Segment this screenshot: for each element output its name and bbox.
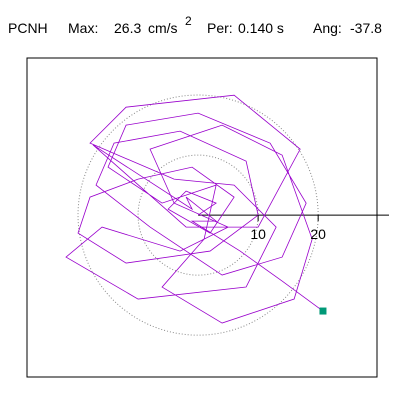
max-value: 26.3 [114,20,141,36]
end-marker [319,307,327,315]
per-value: 0.140 s [238,20,284,36]
ang-value: -37.8 [350,20,382,36]
max-label: Max: [68,20,98,36]
station: PCNH [8,20,48,36]
ang-label: Ang: [313,20,342,36]
tick-label: 10 [250,226,266,242]
max-unit: cm/s [148,20,178,36]
max-unit-exp: 2 [185,14,192,28]
plot-frame [26,57,378,378]
tick-label: 20 [310,226,326,242]
per-label: Per: [207,20,233,36]
trace [65,94,324,324]
